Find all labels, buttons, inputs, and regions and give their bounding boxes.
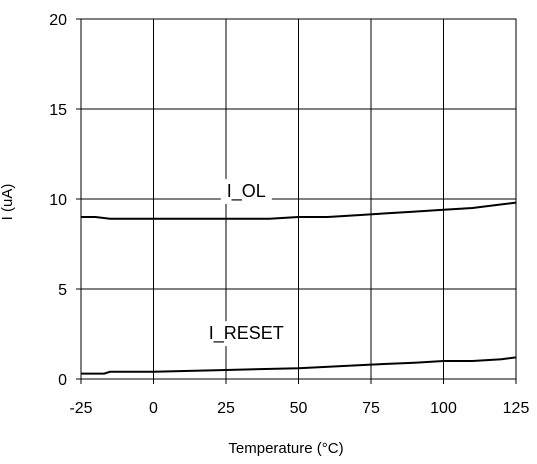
y-axis-title: I (uA)	[0, 184, 16, 221]
x-tick-label: 25	[217, 400, 235, 417]
x-tick-label: -25	[69, 400, 92, 417]
series-label-i-ol: I_OL	[227, 181, 266, 202]
grid-lines	[76, 18, 517, 384]
x-tick-label: 75	[362, 400, 380, 417]
x-tick-label: 125	[503, 400, 530, 417]
y-tick-label: 10	[49, 192, 67, 209]
x-tick-labels: -25 0 25 50 75 100 125	[69, 400, 529, 417]
y-tick-labels: 0 5 10 15 20	[49, 12, 67, 389]
series-labels: I_OL I_RESET	[202, 178, 290, 347]
y-tick-label: 0	[58, 372, 67, 389]
plot-frame	[80, 18, 517, 380]
x-tick-label: 0	[149, 400, 158, 417]
series-label-i-reset: I_RESET	[209, 323, 284, 344]
y-tick-label: 15	[49, 102, 67, 119]
series-line-i-reset	[81, 356, 517, 375]
x-tick-label: 100	[430, 400, 457, 417]
series-label-background	[202, 321, 290, 347]
y-tick-label: 20	[49, 12, 67, 29]
series-line-i-ol	[81, 201, 517, 220]
series-label-background	[220, 178, 272, 204]
x-tick-label: 50	[290, 400, 308, 417]
series-lines	[81, 201, 517, 375]
y-tick-label: 5	[58, 282, 67, 299]
x-axis-title: Temperature (°C)	[228, 440, 343, 457]
